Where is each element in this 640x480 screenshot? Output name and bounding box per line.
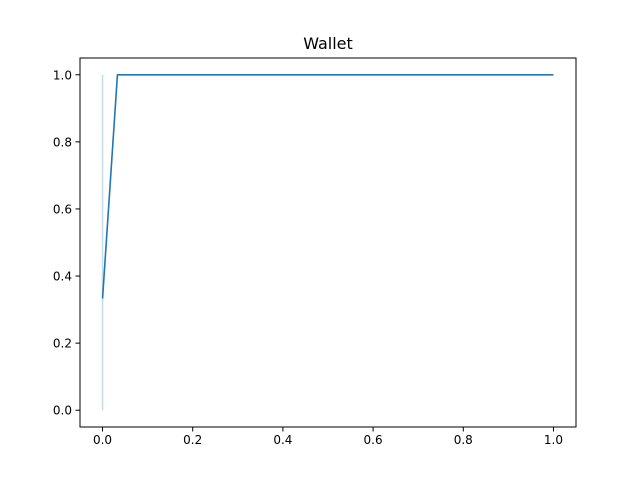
y-tick-label: 0.4 [53, 270, 72, 284]
y-tick-label: 0.0 [53, 404, 72, 418]
x-tick-label: 0.2 [183, 433, 202, 447]
series-layer [101, 73, 554, 411]
x-tick-label: 0.6 [364, 433, 383, 447]
x-tick-label: 1.0 [544, 433, 563, 447]
chart-title: Wallet [303, 34, 353, 53]
x-tick-label: 0.0 [93, 433, 112, 447]
plot-frame [79, 57, 577, 428]
y-axis: 0.0 0.2 0.4 0.6 0.8 1.0 [53, 68, 80, 418]
y-tick-label: 1.0 [53, 68, 72, 82]
series-line-0 [101, 73, 554, 299]
y-tick-label: 0.8 [53, 135, 72, 149]
x-axis: 0.0 0.2 0.4 0.6 0.8 1.0 [93, 427, 563, 447]
y-tick-label: 0.2 [53, 337, 72, 351]
y-tick-label: 0.6 [53, 202, 72, 216]
x-tick-label: 0.4 [273, 433, 292, 447]
x-tick-label: 0.8 [454, 433, 473, 447]
